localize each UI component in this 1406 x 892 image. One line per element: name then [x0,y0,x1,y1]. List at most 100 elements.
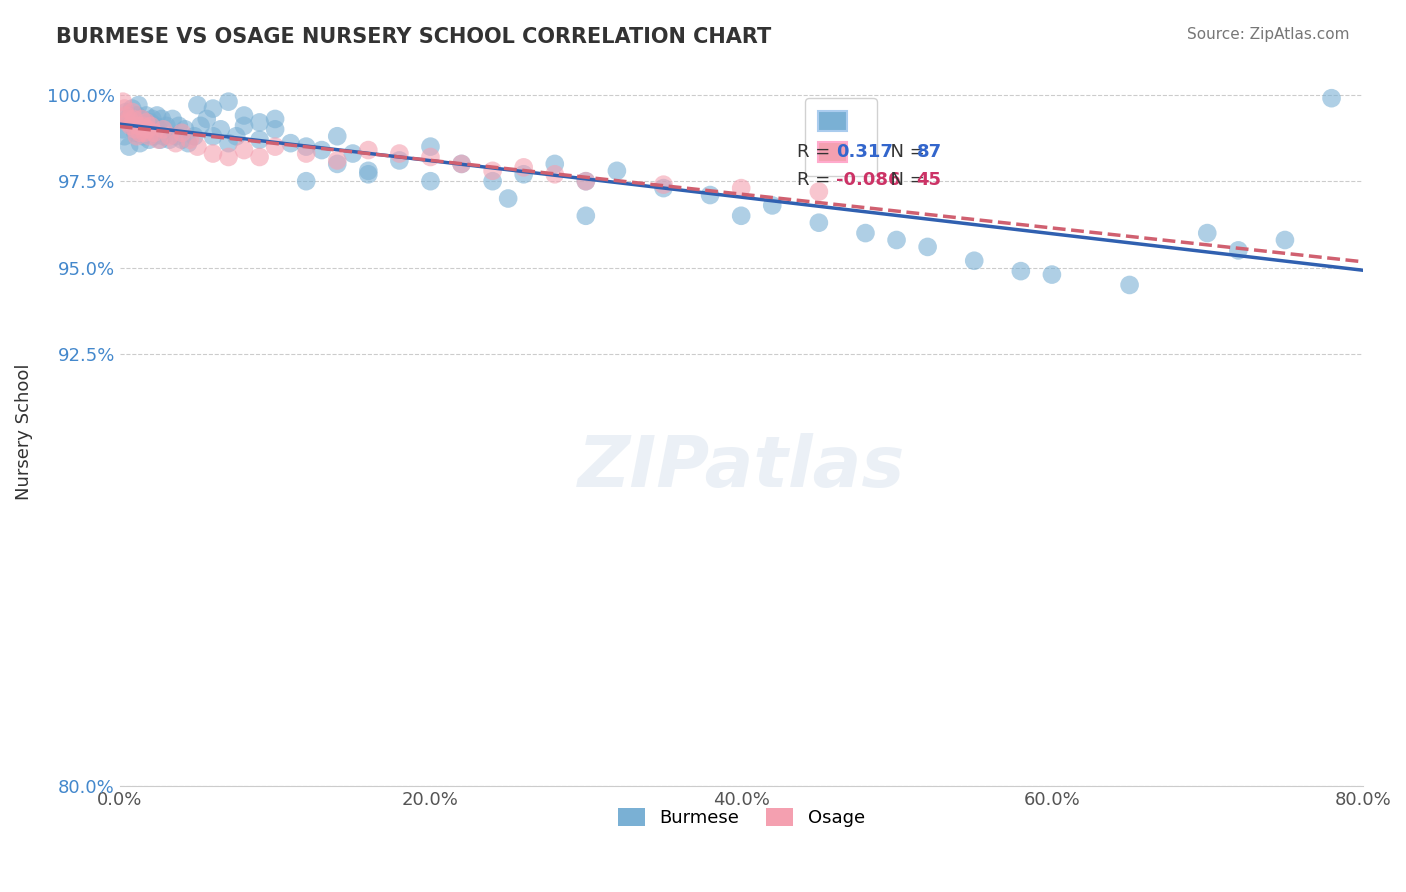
Point [295,146,318,161]
Point [136,122,159,136]
Point [112,102,135,116]
Text: Source: ZipAtlas.com: Source: ZipAtlas.com [1187,27,1350,42]
Point [129,136,152,150]
Point [118,139,141,153]
Point [209,122,232,136]
Point [165,129,187,144]
Point [121,105,143,120]
Point [326,129,349,144]
Text: N =: N = [879,143,929,161]
Point [115,108,138,122]
Point [124,122,146,136]
Point [131,112,153,126]
Point [125,129,148,144]
Point [155,119,177,133]
Point [326,153,349,168]
Point [117,112,139,126]
Point [249,133,271,147]
Point [606,164,628,178]
Point [807,185,830,199]
Point [170,126,193,140]
Point [134,119,156,133]
Point [201,102,224,116]
Point [450,157,472,171]
Point [142,126,165,140]
Point [115,105,138,120]
Point [138,129,160,144]
Point [652,181,675,195]
Point [150,112,173,126]
Point [159,129,181,144]
Point [111,122,134,136]
Point [177,136,200,150]
Point [264,112,287,126]
Point [249,115,271,129]
Point [225,129,247,144]
Point [512,167,534,181]
Point [544,167,567,181]
Point [159,133,181,147]
Point [450,157,472,171]
Point [146,108,169,122]
Legend: Burmese, Osage: Burmese, Osage [610,800,872,834]
Point [280,136,302,150]
Point [512,161,534,175]
Point [419,174,441,188]
Point [149,133,172,147]
Point [162,112,184,126]
Point [886,233,908,247]
Text: 87: 87 [917,143,942,161]
Point [136,122,159,136]
Point [174,122,197,136]
Point [141,112,163,126]
Point [135,115,157,129]
Point [699,188,721,202]
Point [1010,264,1032,278]
Point [125,108,148,122]
Point [388,153,411,168]
Point [120,115,142,129]
Point [145,119,167,133]
Point [127,98,149,112]
Point [186,98,208,112]
Point [1320,91,1343,105]
Point [326,157,349,171]
Point [761,198,783,212]
Point [388,146,411,161]
Text: R =: R = [797,143,837,161]
Text: BURMESE VS OSAGE NURSERY SCHOOL CORRELATION CHART: BURMESE VS OSAGE NURSERY SCHOOL CORRELAT… [56,27,772,46]
Point [1040,268,1063,282]
Point [122,112,145,126]
Point [575,174,598,188]
Point [127,119,149,133]
Point [249,150,271,164]
Point [120,119,142,133]
Point [295,174,318,188]
Point [195,112,218,126]
Point [167,119,190,133]
Point [122,119,145,133]
Point [152,122,174,136]
Point [139,119,162,133]
Point [135,108,157,122]
Point [264,139,287,153]
Point [807,216,830,230]
Point [496,192,519,206]
Point [575,209,598,223]
Point [311,143,333,157]
Point [652,178,675,192]
Point [357,143,380,157]
Point [264,122,287,136]
Point [142,129,165,144]
Text: N =: N = [879,171,929,189]
Point [342,146,364,161]
Point [134,126,156,140]
Point [111,95,134,109]
Text: ZIPatlas: ZIPatlas [578,433,905,502]
Point [730,181,752,195]
Point [419,139,441,153]
Text: R =: R = [797,171,837,189]
Point [112,129,135,144]
Point [129,126,152,140]
Text: 0.317: 0.317 [837,143,893,161]
